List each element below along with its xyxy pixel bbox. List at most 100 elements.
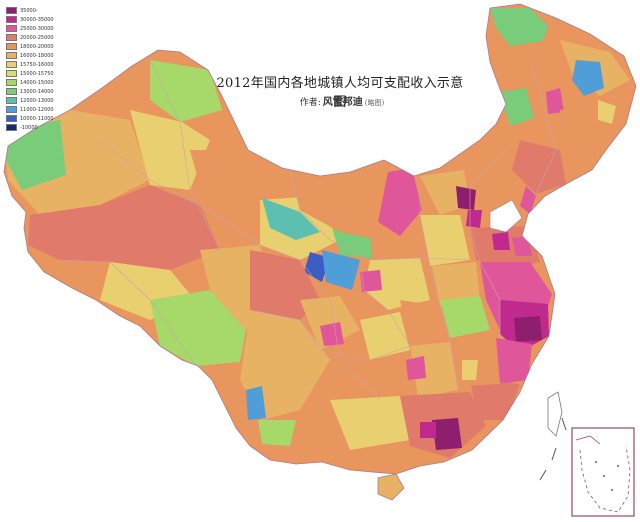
region-guizhou	[330, 350, 380, 404]
legend-swatch	[6, 52, 17, 59]
legend-swatch	[6, 25, 17, 32]
author-prefix: 作者:	[299, 98, 321, 108]
legend-swatch	[6, 88, 17, 95]
region-nanchang	[462, 360, 478, 380]
region-guangxi	[330, 396, 410, 450]
map-author: 作者: 风雷邦迪 (略图)	[262, 93, 422, 108]
inset-frame	[571, 427, 635, 517]
region-altay	[150, 60, 222, 122]
island-dot	[603, 475, 605, 477]
bohai-sea	[489, 199, 523, 233]
legend-item: 16000-18000	[6, 51, 70, 60]
legend-item: 30000-35000	[6, 15, 70, 24]
legend-item: 11000-12000	[6, 105, 70, 114]
region-kramay	[130, 110, 210, 190]
region-jinan	[492, 232, 510, 250]
legend-label: 16000-18000	[20, 52, 54, 59]
author-note: (略图)	[364, 99, 385, 107]
region-daxinganling	[490, 8, 548, 50]
region-hubei	[400, 300, 450, 346]
legend-swatch	[6, 34, 17, 41]
region-shuangyashan	[572, 60, 604, 96]
legend-label: 30000-35000	[20, 16, 54, 23]
legend-label: 11000-12000	[20, 106, 54, 113]
region-changsha	[406, 356, 426, 380]
mainland-outline	[3, 3, 637, 475]
sea-boundary-dashes	[539, 417, 567, 481]
island-dot	[611, 489, 613, 491]
legend-swatch	[6, 16, 17, 23]
legend-item: 18000-20000	[6, 42, 70, 51]
legend-label: 35000-	[20, 7, 38, 14]
region-daqing	[546, 88, 564, 114]
region-hebei-north	[420, 170, 470, 215]
region-shenzhen	[432, 418, 462, 450]
legend-item: 12000-13000	[6, 96, 70, 105]
region-qinghai-west	[262, 198, 320, 240]
map-legend: 35000- 30000-35000 25000-30000 20000-25000 1…	[6, 6, 70, 132]
region-heihe	[510, 40, 570, 90]
legend-swatch	[6, 97, 17, 104]
map-title: 2012年国内各地城镇人均可支配收入示意图	[216, 76, 464, 110]
legend-label: 20000-25000	[20, 34, 54, 41]
boundary-lines	[59, 59, 557, 401]
legend-label: 18000-20000	[20, 43, 54, 50]
region-hunan	[410, 342, 458, 398]
region-sichuan-basin	[300, 296, 360, 350]
region-gansu-south	[322, 250, 360, 290]
region-tianjin	[466, 210, 482, 228]
region-dehong	[246, 386, 266, 420]
legend-swatch	[6, 106, 17, 113]
legend-swatch	[6, 124, 17, 131]
region-xian	[360, 270, 382, 292]
legend-swatch	[6, 43, 17, 50]
region-shanxi	[420, 215, 470, 266]
taiwan-island	[547, 391, 563, 437]
region-mudanjiang	[598, 100, 616, 124]
south-china-sea-inset	[571, 427, 635, 517]
legend-label: 15000-15750	[20, 70, 54, 77]
region-hinggan	[500, 88, 534, 126]
legend-item: 25000-30000	[6, 24, 70, 33]
nine-dash-line	[579, 445, 631, 513]
legend-label: 14000-15000	[20, 79, 54, 86]
island-dot	[595, 461, 597, 463]
legend-item: 13000-14000	[6, 87, 70, 96]
region-fujian	[470, 380, 520, 420]
legend-item: 15750-16000	[6, 60, 70, 69]
region-kashgar-hotan	[28, 185, 220, 270]
region-liaoning	[512, 140, 566, 194]
legend-label: 15750-16000	[20, 61, 54, 68]
region-hami	[190, 150, 290, 205]
legend-item: 35000-	[6, 6, 70, 15]
legend-item: 20000-25000	[6, 33, 70, 42]
legend-item: -10000	[6, 123, 70, 132]
author-name: 风雷邦迪	[322, 97, 363, 108]
legend-item: 14000-15000	[6, 78, 70, 87]
legend-item: 15000-15750	[6, 69, 70, 78]
region-ordos	[378, 168, 422, 236]
region-dalian	[520, 186, 536, 214]
region-chongqing	[360, 312, 410, 360]
region-tibet-south	[150, 290, 246, 366]
region-beijing	[456, 186, 476, 210]
legend-swatch	[6, 7, 17, 14]
region-guangzhou	[420, 422, 436, 438]
legend-swatch	[6, 79, 17, 86]
legend-label: 12000-13000	[20, 97, 54, 104]
legend-swatch	[6, 115, 17, 122]
region-xishuangbanna	[258, 420, 296, 446]
inset-coast	[575, 435, 601, 445]
region-henan	[432, 262, 480, 306]
legend-item: 10000-11000	[6, 114, 70, 123]
legend-label: 10000-11000	[20, 115, 54, 122]
hainan-island	[377, 473, 405, 501]
legend-label: -10000	[20, 124, 38, 131]
region-chengdu	[320, 322, 344, 346]
region-shaanxi	[364, 258, 430, 310]
legend-swatch	[6, 70, 17, 77]
region-shanghai	[514, 316, 542, 342]
region-sichuan-west	[250, 250, 320, 330]
legend-label: 25000-30000	[20, 25, 54, 32]
